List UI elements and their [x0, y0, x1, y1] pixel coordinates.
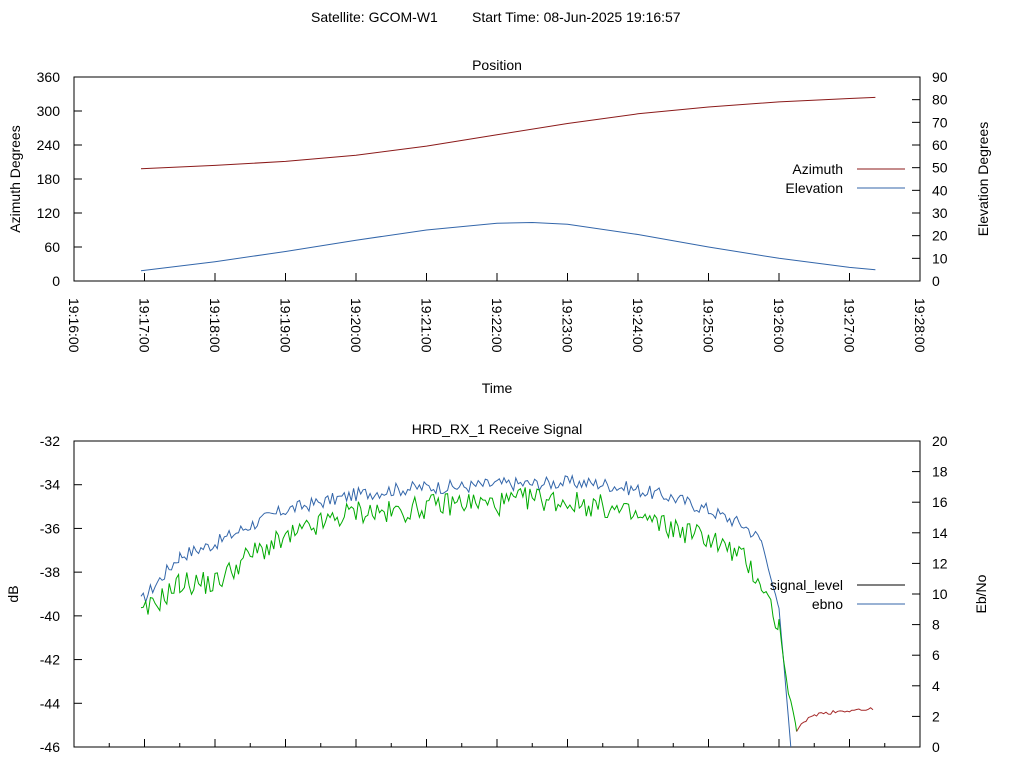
x-tick-label: 19:18:00 [207, 298, 223, 353]
x-tick-label: 19:20:00 [348, 298, 364, 353]
y2-tick-label: 40 [932, 182, 948, 198]
y2-tick-label: 50 [932, 160, 948, 176]
y2-axis-label: Elevation Degrees [975, 122, 991, 236]
legend-label: ebno [812, 596, 843, 612]
legend-label: Azimuth [792, 161, 843, 177]
x-tick-label: 19:17:00 [137, 298, 153, 353]
x-tick-label: 19:16:00 [66, 298, 82, 353]
x-axis-label: Time [482, 380, 513, 396]
y-tick-label: 60 [44, 239, 60, 255]
y-tick-label: 300 [37, 103, 61, 119]
chart-title: Position [472, 57, 522, 73]
x-tick-label: 19:27:00 [842, 298, 858, 353]
series-line-elevation [140, 221, 876, 272]
y2-tick-label: 6 [932, 647, 940, 663]
x-tick-label: 19:21:00 [419, 298, 435, 353]
y-tick-label: 360 [37, 69, 61, 85]
y2-tick-label: 80 [932, 92, 948, 108]
x-tick-label: 19:23:00 [560, 298, 576, 353]
series-line-azimuth [140, 96, 876, 170]
start-time-header: Start Time: 08-Jun-2025 19:16:57 [472, 9, 681, 25]
y2-tick-label: 10 [932, 586, 948, 602]
y2-tick-label: 70 [932, 114, 948, 130]
plot-frame [73, 76, 921, 282]
y-axis-label: dB [5, 585, 21, 602]
y-tick-label: -44 [40, 695, 60, 711]
receive-signal-chart: HRD_RX_1 Receive Signal -32 -34 -36 -38 -40 -4… [5, 421, 989, 755]
chart-title: HRD_RX_1 Receive Signal [412, 421, 582, 437]
y2-tick-label: 2 [932, 708, 940, 724]
y-tick-label: 120 [37, 205, 61, 221]
y-tick-label: -36 [40, 520, 60, 536]
series-line-signal-level-lost [796, 707, 874, 732]
y2-tick-label: 10 [932, 250, 948, 266]
y2-axis-label: Eb/No [973, 574, 989, 613]
x-tick-label: 19:26:00 [771, 298, 787, 353]
y-tick-label: 180 [37, 171, 61, 187]
y-tick-label: -46 [40, 739, 60, 755]
y2-tick-label: 14 [932, 525, 948, 541]
position-chart: Position 0 60 120 180 240 300 360 0 10 20 30 40 50 60 7… [7, 57, 991, 396]
y2-tick-label: 60 [932, 137, 948, 153]
y2-tick-label: 18 [932, 464, 948, 480]
y2-tick-label: 90 [932, 69, 948, 85]
y2-tick-label: 4 [932, 678, 940, 694]
legend-label: Elevation [785, 180, 843, 196]
x-tick-label: 19:25:00 [701, 298, 717, 353]
x-tick-label: 19:22:00 [489, 298, 505, 353]
x-tick-label: 19:24:00 [630, 298, 646, 353]
x-tick-label: 19:28:00 [912, 298, 928, 353]
y-tick-label: -40 [40, 608, 60, 624]
y2-tick-label: 20 [932, 433, 948, 449]
y-tick-label: 240 [37, 137, 61, 153]
y2-tick-label: 30 [932, 205, 948, 221]
y2-tick-label: 20 [932, 228, 948, 244]
y2-tick-label: 12 [932, 555, 948, 571]
y2-tick-label: 8 [932, 617, 940, 633]
x-tick-label: 19:19:00 [278, 298, 294, 353]
y-tick-label: -38 [40, 564, 60, 580]
series-line-ebno [140, 474, 792, 748]
y2-tick-label: 0 [932, 739, 940, 755]
legend-label: signal_level [770, 577, 843, 593]
y-tick-label: -34 [40, 477, 60, 493]
series-line-signal-level [140, 487, 798, 732]
y-axis-label: Azimuth Degrees [7, 125, 23, 232]
y-tick-label: 0 [52, 273, 60, 289]
y-tick-label: -32 [40, 433, 60, 449]
y2-tick-label: 0 [932, 273, 940, 289]
y-tick-label: -42 [40, 652, 60, 668]
satellite-header: Satellite: GCOM-W1 [311, 9, 438, 25]
plot-frame [73, 440, 921, 748]
y2-tick-label: 16 [932, 494, 948, 510]
